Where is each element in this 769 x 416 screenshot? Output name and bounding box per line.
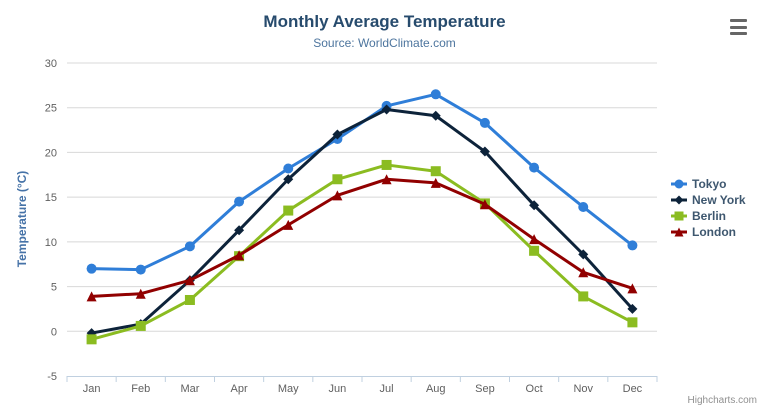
x-axis-label: Jan [83,383,101,395]
hamburger-icon [730,19,747,22]
data-point-tokyo-dec[interactable] [627,240,638,251]
data-point-tokyo-nov[interactable] [578,201,589,212]
legend-item-london[interactable]: London [671,224,746,240]
legend-marker-square-icon [671,211,687,221]
data-point-berlin-jun[interactable] [332,174,343,185]
x-axis-label: Apr [231,383,248,395]
data-point-tokyo-apr[interactable] [234,196,245,207]
data-point-london-may[interactable] [283,219,294,230]
data-point-new-york-oct[interactable] [529,200,540,211]
data-point-berlin-nov[interactable] [578,291,589,302]
data-point-berlin-dec[interactable] [627,317,638,328]
data-point-tokyo-feb[interactable] [135,264,146,275]
y-axis-label: 20 [45,147,57,159]
data-point-berlin-may[interactable] [283,205,294,216]
data-point-new-york-sep[interactable] [479,146,490,157]
y-axis-label: 0 [51,326,57,338]
x-axis-label: Aug [426,383,446,395]
series-line-new-york [90,108,634,335]
credits-link[interactable]: Highcharts.com [687,395,757,406]
legend-marker-diamond-icon [671,195,687,205]
data-point-new-york-apr[interactable] [234,225,245,236]
data-point-tokyo-may[interactable] [283,163,294,174]
data-point-berlin-jul[interactable] [381,159,392,170]
chart-title: Monthly Average Temperature [263,12,506,31]
data-point-london-dec[interactable] [627,283,638,294]
x-axis-label: Mar [180,383,199,395]
x-axis-label: May [278,383,299,395]
legend-label: New York [692,193,746,207]
data-point-new-york-jun[interactable] [332,129,343,140]
legend-marker-circle-icon [671,179,687,189]
data-point-berlin-jan[interactable] [86,334,97,345]
legend-item-tokyo[interactable]: Tokyo [671,176,746,192]
legend-item-new-york[interactable]: New York [671,192,746,208]
data-point-tokyo-sep[interactable] [479,117,490,128]
data-point-new-york-dec[interactable] [627,303,638,314]
data-point-london-aug[interactable] [430,177,441,188]
legend-label: London [692,225,736,239]
data-point-new-york-nov[interactable] [578,249,589,260]
x-axis-label: Sep [475,383,495,395]
legend: Tokyo New York Berlin London [671,176,746,240]
data-point-new-york-jul[interactable] [381,104,392,115]
data-point-london-sep[interactable] [479,199,490,210]
data-point-london-jun[interactable] [332,190,343,201]
data-point-new-york-may[interactable] [283,174,294,185]
legend-item-berlin[interactable]: Berlin [671,208,746,224]
y-axis-label: 5 [51,282,57,294]
data-point-london-oct[interactable] [529,234,540,245]
data-point-london-mar[interactable] [184,275,195,286]
y-axis-label: 10 [45,237,57,249]
legend-marker-triangle-icon [671,227,687,237]
chart-subtitle: Source: WorldClimate.com [313,36,456,50]
data-point-tokyo-mar[interactable] [184,241,195,252]
series-line-berlin [90,163,634,341]
x-axis-label: Jul [380,383,394,395]
data-point-london-feb[interactable] [135,288,146,299]
hamburger-icon [730,25,747,29]
data-point-tokyo-aug[interactable] [430,89,441,100]
hamburger-icon [730,32,747,35]
data-point-new-york-aug[interactable] [430,110,441,121]
data-point-london-jan[interactable] [86,291,97,302]
legend-label: Tokyo [692,177,727,191]
data-point-tokyo-jan[interactable] [86,263,97,274]
data-point-tokyo-oct[interactable] [529,162,540,173]
series-line-london [90,177,634,298]
data-point-london-nov[interactable] [578,267,589,278]
x-axis-label: Jun [329,383,347,395]
x-axis-label: Nov [573,383,593,395]
data-point-berlin-aug[interactable] [430,166,441,177]
data-point-berlin-mar[interactable] [184,294,195,305]
x-axis-label: Dec [623,383,643,395]
data-point-london-jul[interactable] [381,174,392,185]
x-axis-label: Oct [526,383,543,395]
y-axis-label: 25 [45,103,57,115]
legend-label: Berlin [692,209,727,223]
y-axis-label: -5 [47,371,57,383]
data-point-london-apr[interactable] [234,250,245,261]
data-point-berlin-oct[interactable] [529,245,540,256]
export-menu-button[interactable] [730,19,750,35]
data-point-berlin-feb[interactable] [135,320,146,331]
x-axis-label: Feb [131,383,150,395]
y-axis-label: 30 [45,58,57,70]
y-axis-label: 15 [45,192,57,204]
